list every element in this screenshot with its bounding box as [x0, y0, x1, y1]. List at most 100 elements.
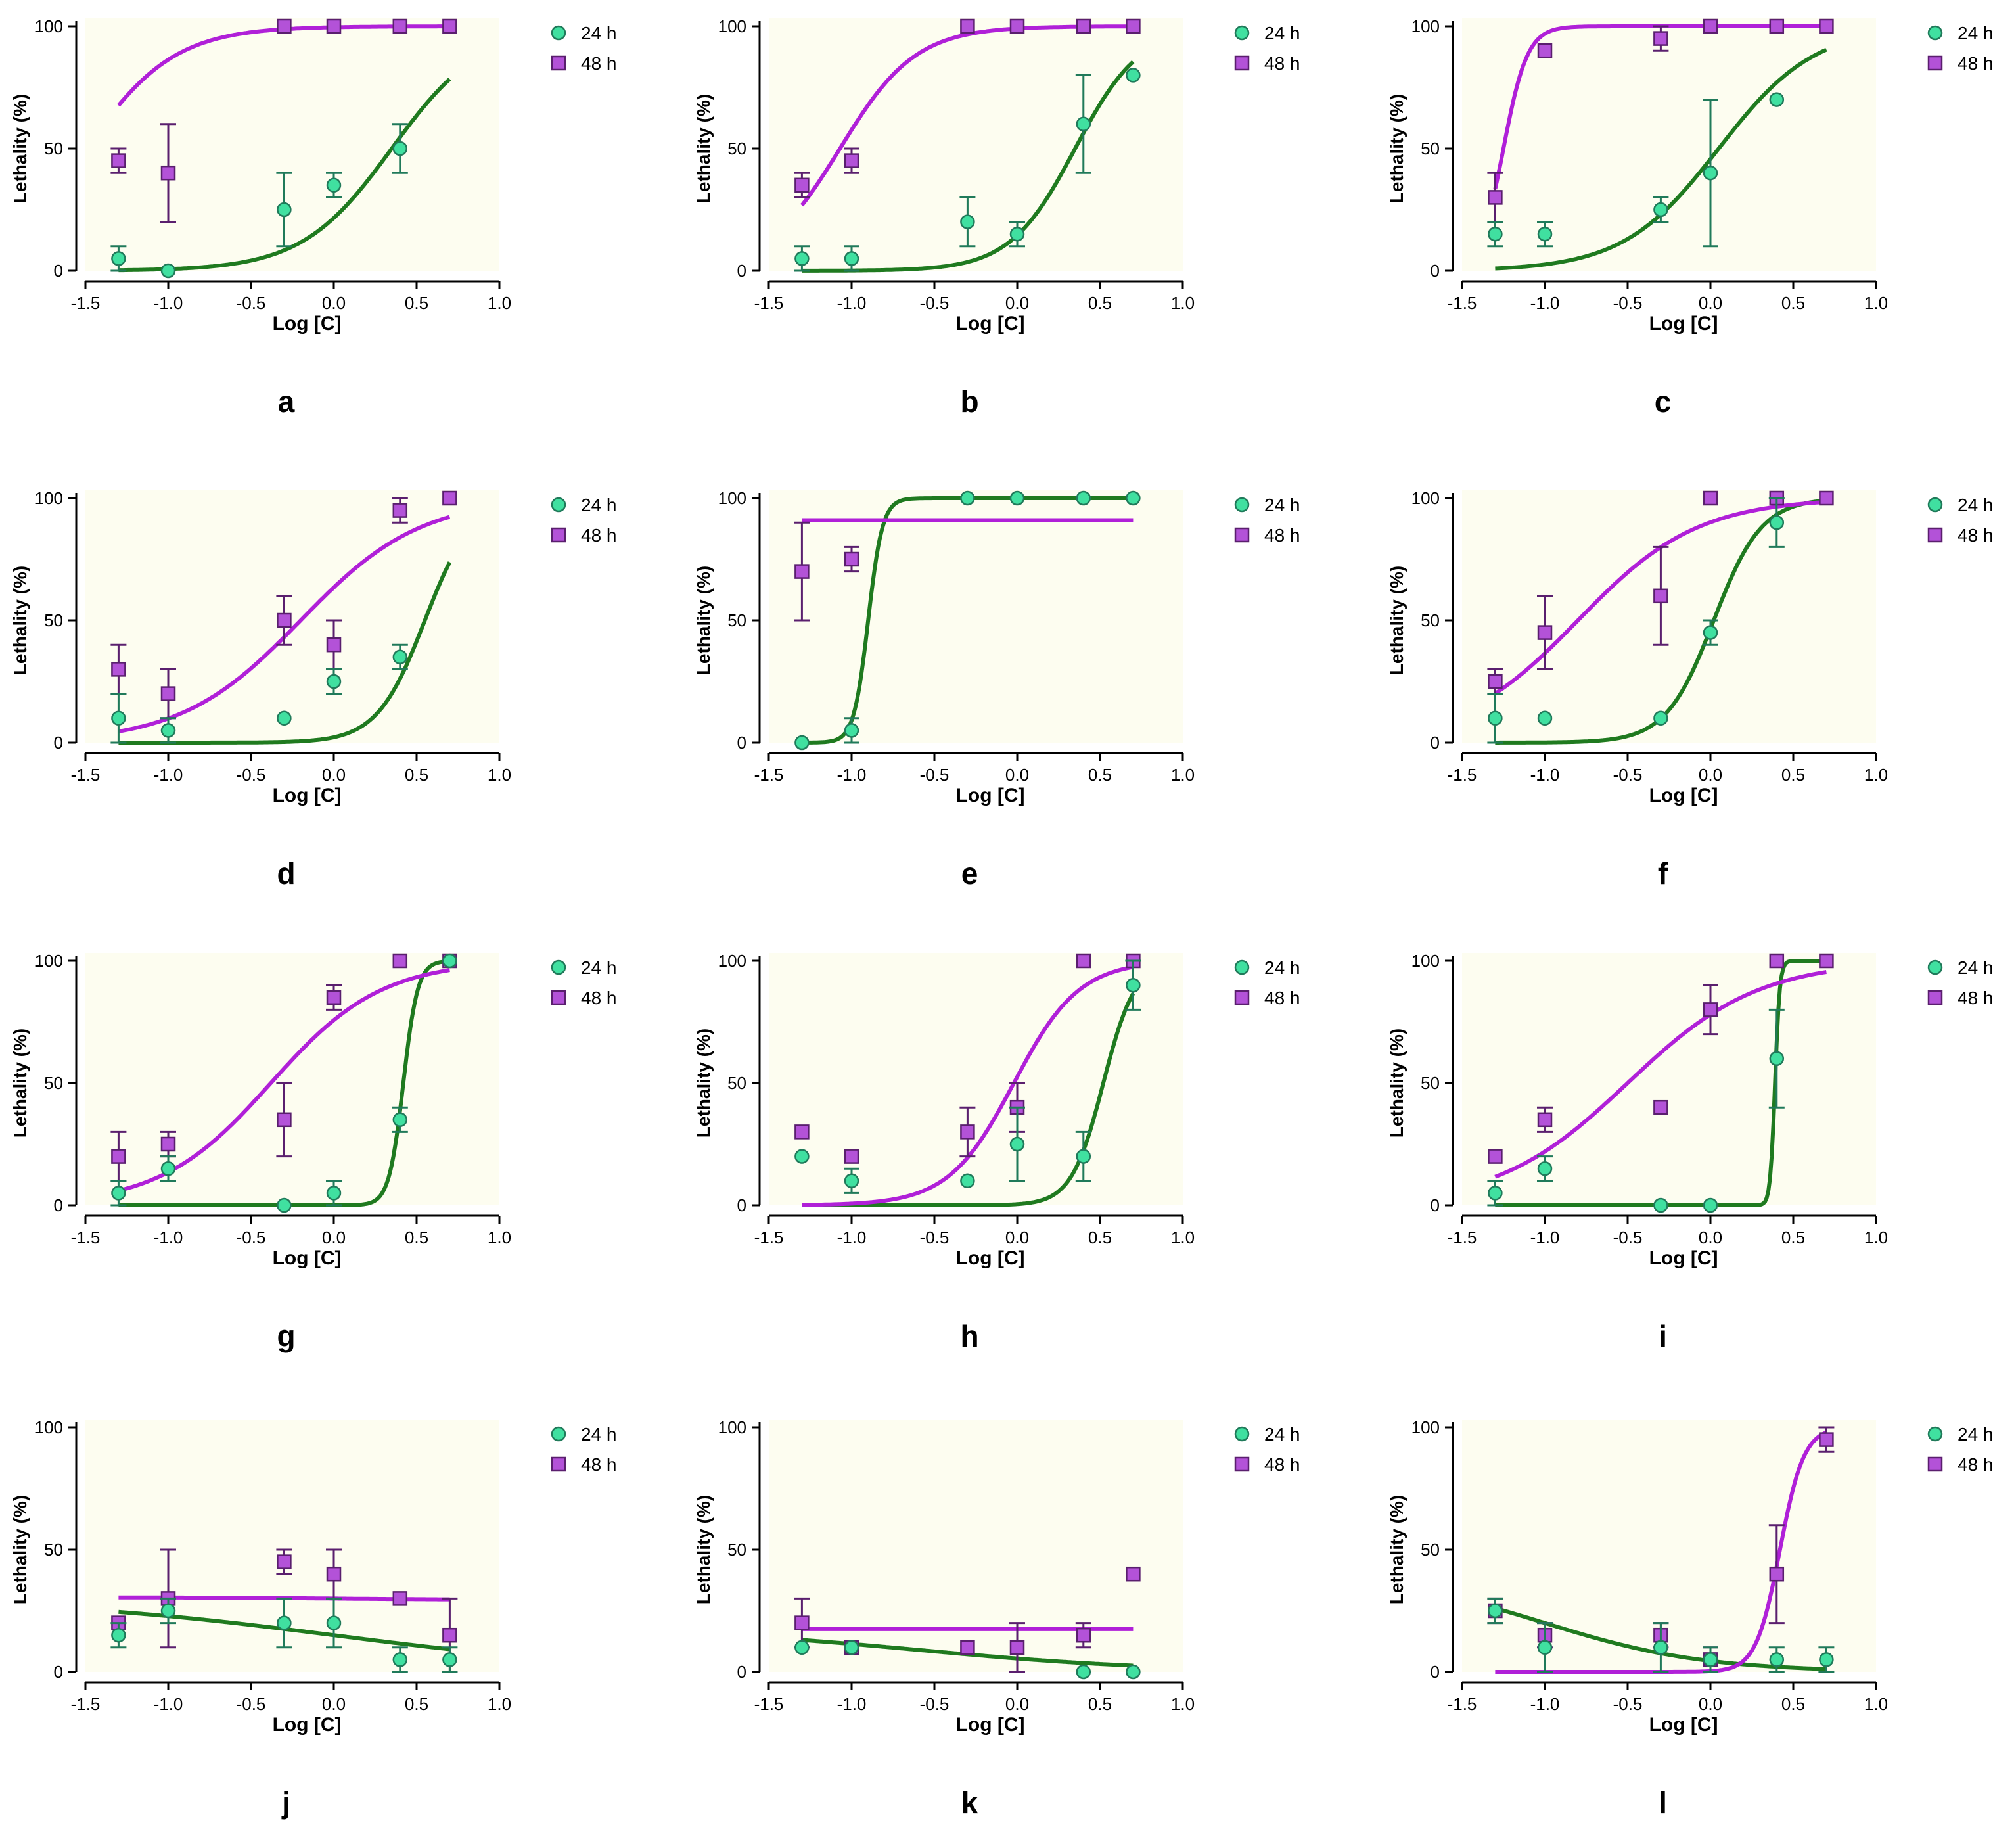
x-tick-label: -1.5 [754, 1228, 784, 1247]
data-point-48h [442, 18, 457, 34]
data-point-24h [442, 1652, 457, 1667]
y-axis-label: Lethality (%) [693, 1495, 714, 1604]
data-point-24h [160, 1603, 176, 1619]
legend-marker-24h [1927, 497, 1943, 513]
x-axis-label: Log [C] [1649, 313, 1718, 335]
chart-panel-c: 0 50 100 -1.5 -1.0 -0.5 0.0 0.5 1.0 Log [C] Lethal… [1386, 16, 1993, 419]
fit-curve-48h [802, 965, 1134, 1207]
y-tick-label: 0 [1431, 261, 1440, 281]
legend-marker-24h [551, 959, 566, 975]
x-tick-label: 0.0 [1699, 1228, 1722, 1247]
data-point-48h [1819, 490, 1834, 506]
y-tick-label: 100 [718, 951, 746, 971]
y-tick-label: 50 [44, 139, 63, 158]
data-point-24h [277, 710, 292, 726]
data-point-48h [111, 1149, 126, 1164]
x-tick-label: -0.5 [237, 765, 266, 785]
y-tick-label: 0 [1431, 1195, 1440, 1215]
data-point-48h [794, 177, 810, 193]
data-point-24h [1703, 1197, 1718, 1213]
legend-marker-24h [551, 497, 566, 513]
y-axis-label: Lethality (%) [10, 94, 30, 203]
data-point-48h [1537, 625, 1553, 640]
legend-label-24h: 24 h [1958, 1424, 1993, 1444]
data-point-24h [326, 1186, 342, 1201]
x-tick-label: 1.0 [1864, 765, 1888, 785]
y-tick-label: 100 [718, 1418, 746, 1437]
data-point-48h [111, 662, 126, 677]
legend-marker-48h [1234, 1456, 1250, 1472]
x-tick-label: 0.5 [405, 1694, 428, 1714]
x-tick-label: -1.5 [1448, 1694, 1477, 1714]
y-axis-label: Lethality (%) [1386, 1028, 1407, 1138]
chart-panel-j: 0 50 100 -1.5 -1.0 -0.5 0.0 0.5 1.0 Log [C] Lethal… [10, 1418, 617, 1820]
data-point-24h [160, 723, 176, 738]
x-tick-label: -0.5 [920, 1694, 950, 1714]
data-point-24h [1653, 1197, 1668, 1213]
x-tick-label: 0.0 [1699, 293, 1722, 313]
panel-letter: j [281, 1786, 290, 1820]
data-point-48h [1703, 1002, 1718, 1017]
legend-marker-24h [1234, 497, 1250, 513]
x-tick-label: -0.5 [920, 293, 950, 313]
data-point-48h [1769, 953, 1785, 969]
x-tick-label: -0.5 [1613, 765, 1643, 785]
x-tick-label: -1.5 [754, 293, 784, 313]
x-tick-label: -1.0 [837, 1228, 867, 1247]
panel-letter: b [960, 384, 978, 419]
y-tick-label: 100 [1411, 16, 1440, 36]
legend-label-24h: 24 h [1264, 495, 1300, 515]
plot-area [85, 1420, 499, 1672]
x-axis-label: Log [C] [956, 1714, 1025, 1736]
y-tick-label: 100 [35, 488, 63, 508]
data-point-24h [794, 1149, 810, 1164]
legend-marker-24h [551, 1426, 566, 1442]
y-tick-label: 100 [1411, 951, 1440, 971]
chart-panel-a: 0 50 100 -1.5 -1.0 -0.5 0.0 0.5 1.0 Log [C] Lethal… [10, 16, 617, 419]
y-tick-label: 50 [44, 611, 63, 630]
data-point-24h [960, 490, 975, 506]
data-point-48h [1076, 953, 1091, 969]
chart-panel-d: 0 50 100 -1.5 -1.0 -0.5 0.0 0.5 1.0 Log [C] Lethal… [10, 488, 617, 890]
data-point-48h [1653, 588, 1668, 604]
data-point-24h [844, 251, 859, 266]
data-point-24h [326, 674, 342, 689]
legend-marker-48h [1927, 990, 1943, 1005]
y-axis-label: Lethality (%) [10, 566, 30, 675]
x-tick-label: 0.0 [1005, 1228, 1029, 1247]
chart-panel-i: 0 50 100 -1.5 -1.0 -0.5 0.0 0.5 1.0 Log [C] Lethal… [1386, 951, 1993, 1353]
x-tick-label: 0.5 [1088, 293, 1112, 313]
data-point-24h [844, 1640, 859, 1655]
data-point-48h [960, 18, 975, 34]
y-tick-label: 100 [35, 1418, 63, 1437]
data-point-24h [277, 1197, 292, 1213]
plot-area [769, 953, 1183, 1205]
data-point-24h [1126, 490, 1141, 506]
y-tick-label: 100 [35, 951, 63, 971]
data-point-48h [277, 1112, 292, 1128]
x-tick-label: -0.5 [1613, 1228, 1643, 1247]
y-tick-label: 50 [727, 1073, 746, 1093]
legend-label-24h: 24 h [1264, 1424, 1300, 1444]
x-tick-label: 1.0 [1864, 1694, 1888, 1714]
x-tick-label: 0.5 [1781, 1694, 1805, 1714]
panel-letter: g [277, 1319, 295, 1353]
legend-marker-24h [551, 25, 566, 41]
data-point-24h [111, 251, 126, 266]
x-tick-label: -1.0 [154, 1694, 183, 1714]
legend-marker-48h [1927, 1456, 1943, 1472]
data-point-48h [844, 1149, 859, 1164]
y-axis-label: Lethality (%) [10, 1028, 30, 1138]
data-point-24h [1076, 490, 1091, 506]
y-tick-label: 0 [1431, 1662, 1440, 1682]
x-tick-label: 1.0 [1864, 293, 1888, 313]
data-point-24h [1703, 625, 1718, 640]
x-tick-label: 0.0 [322, 1228, 346, 1247]
y-axis-label: Lethality (%) [1386, 94, 1407, 203]
legend-marker-48h [1234, 55, 1250, 71]
data-point-48h [326, 18, 342, 34]
legend-marker-48h [1234, 527, 1250, 543]
plot-area [1462, 953, 1876, 1205]
fit-curve-48h [1494, 970, 1827, 1179]
y-tick-label: 50 [44, 1540, 63, 1559]
